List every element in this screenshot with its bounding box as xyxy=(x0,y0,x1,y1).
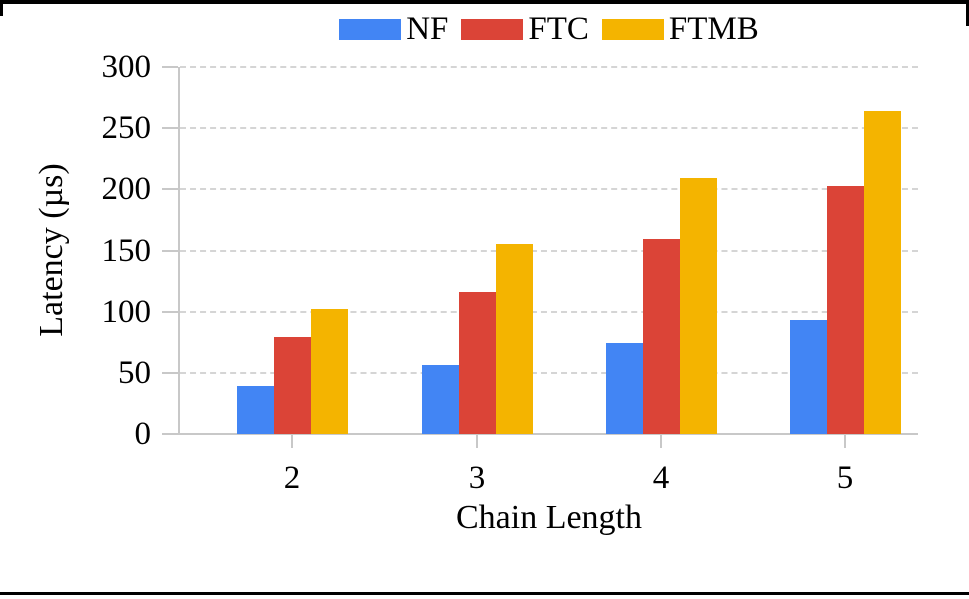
y-axis-title: Latency (µs) xyxy=(33,163,70,337)
gridline-250 xyxy=(180,127,918,130)
y-tick-50 xyxy=(162,371,178,374)
x-axis-title: Chain Length xyxy=(455,499,643,536)
y-tick-label-0: 0 xyxy=(134,416,152,452)
frame-left-border xyxy=(0,0,3,16)
bar-nf-3 xyxy=(422,365,459,434)
y-axis-line xyxy=(178,67,180,435)
y-tick-0 xyxy=(162,433,178,435)
gridline-50 xyxy=(180,371,918,374)
bar-ftc-2 xyxy=(274,337,311,434)
bar-ftmb-5 xyxy=(864,111,901,434)
frame-top-border xyxy=(0,0,969,4)
x-tick-4 xyxy=(660,435,662,448)
bar-ftmb-4 xyxy=(680,178,717,434)
x-tick-label-5: 5 xyxy=(836,460,854,496)
legend-label-ftc: FTC xyxy=(528,11,589,47)
legend-label-nf: NF xyxy=(406,11,449,47)
legend-item-ftmb: FTMB xyxy=(601,11,759,47)
gridline-150 xyxy=(180,249,918,252)
bar-ftmb-3 xyxy=(496,244,533,434)
bar-ftc-5 xyxy=(827,186,864,434)
y-tick-250 xyxy=(162,127,178,130)
legend-item-nf: NF xyxy=(339,11,449,47)
y-tick-label-200: 200 xyxy=(101,171,152,208)
x-tick-label-4: 4 xyxy=(652,460,670,496)
bar-nf-2 xyxy=(237,386,274,434)
x-tick-label-2: 2 xyxy=(283,460,301,496)
y-tick-150 xyxy=(162,249,178,252)
legend-swatch-ftc xyxy=(461,18,524,40)
bar-nf-5 xyxy=(790,320,827,434)
x-tick-3 xyxy=(476,435,478,448)
frame-bottom-border xyxy=(0,592,969,595)
legend-label-ftmb: FTMB xyxy=(668,11,759,47)
legend-swatch-ftmb xyxy=(601,18,664,40)
y-tick-label-100: 100 xyxy=(101,293,152,330)
gridline-200 xyxy=(180,188,918,191)
y-tick-label-50: 50 xyxy=(118,354,151,391)
bar-ftc-3 xyxy=(459,292,496,434)
gridline-100 xyxy=(180,310,918,313)
y-tick-300 xyxy=(162,66,178,68)
frame-right-border xyxy=(966,0,969,26)
x-tick-5 xyxy=(844,435,846,448)
y-tick-label-250: 250 xyxy=(101,110,152,147)
x-tick-2 xyxy=(291,435,293,448)
bar-nf-4 xyxy=(606,343,643,434)
y-tick-label-150: 150 xyxy=(101,232,152,269)
y-tick-200 xyxy=(162,188,178,191)
y-tick-label-300: 300 xyxy=(101,49,152,85)
gridline-300 xyxy=(180,66,918,68)
x-axis-line xyxy=(162,433,918,435)
legend-swatch-nf xyxy=(339,18,402,40)
y-tick-100 xyxy=(162,310,178,313)
legend: NF FTC FTMB xyxy=(180,11,918,47)
bar-ftmb-2 xyxy=(311,309,348,434)
legend-item-ftc: FTC xyxy=(461,11,589,47)
x-tick-label-3: 3 xyxy=(468,460,486,496)
bar-ftc-4 xyxy=(643,239,680,434)
